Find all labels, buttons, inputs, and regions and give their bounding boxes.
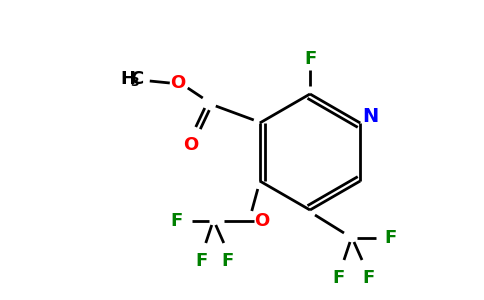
- Text: F: F: [332, 269, 344, 287]
- Text: C: C: [131, 70, 144, 88]
- Text: F: F: [362, 269, 374, 287]
- Text: O: O: [183, 136, 198, 154]
- Text: F: F: [196, 252, 208, 270]
- Text: F: F: [385, 229, 397, 247]
- Text: F: F: [171, 212, 183, 230]
- Text: F: F: [304, 50, 316, 68]
- Text: O: O: [170, 74, 185, 92]
- Text: 3: 3: [130, 76, 139, 88]
- Text: N: N: [362, 107, 378, 127]
- Text: O: O: [254, 212, 270, 230]
- Text: H: H: [121, 70, 136, 88]
- Text: F: F: [222, 252, 234, 270]
